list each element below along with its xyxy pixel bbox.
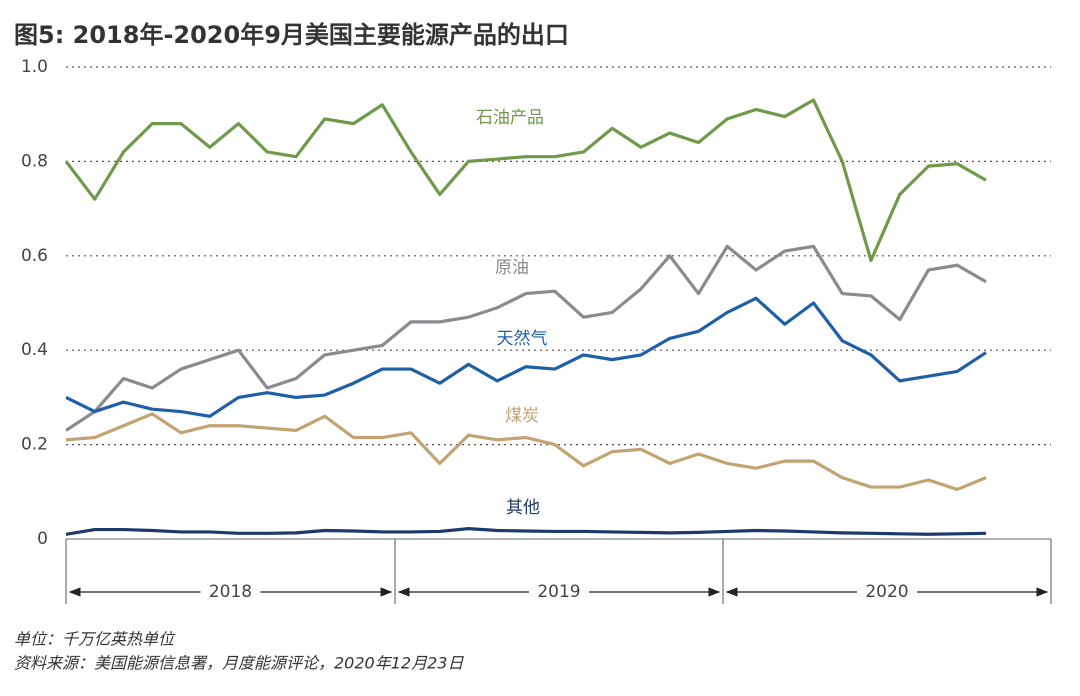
year-label-bg: [200, 580, 261, 604]
y-tick-label: 0.4: [21, 340, 48, 360]
series-label: 石油产品: [476, 108, 544, 128]
year-label: 2019: [537, 582, 580, 602]
year-label: 2020: [865, 582, 908, 602]
year-label-bg: [529, 580, 589, 604]
series-line: [65, 527, 987, 536]
series-label: 原油: [495, 258, 529, 278]
chart-title: 图5: 2018年-2020年9月美国主要能源产品的出口: [14, 21, 569, 49]
series-label: 天然气: [497, 329, 548, 349]
y-tick-label: 0: [37, 529, 48, 549]
y-tick-label: 0.8: [21, 151, 48, 171]
source-note: 资料来源：美国能源信息署，月度能源评论，2020年12月23日: [14, 654, 464, 673]
y-tick-label: 0.2: [21, 435, 48, 455]
y-tick-label: 1.0: [21, 57, 48, 77]
series-label: 其他: [506, 498, 540, 518]
y-tick-label: 0.6: [21, 246, 48, 266]
series-line: [65, 412, 987, 492]
series-line: [65, 296, 987, 418]
unit-note: 单位：千万亿英热单位: [14, 630, 176, 649]
year-label-bg: [857, 580, 917, 604]
series-label: 煤炭: [505, 406, 539, 426]
series-line: [64, 98, 987, 263]
series-line: [65, 244, 987, 432]
year-label: 2018: [209, 582, 252, 602]
